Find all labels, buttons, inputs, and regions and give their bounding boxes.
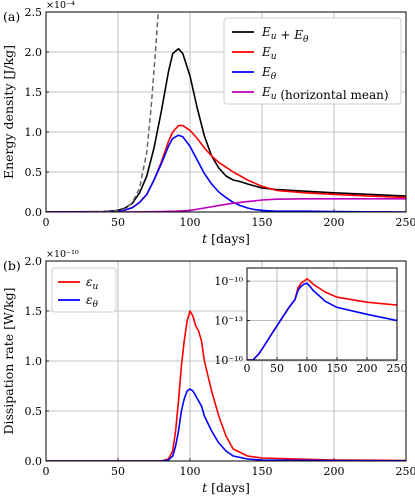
y-tick-label: 0.0: [25, 455, 43, 468]
y-tick-label: 1.0: [25, 355, 43, 368]
series-line-e-: [46, 134, 406, 212]
y-tick-label: 2.0: [25, 255, 43, 268]
legend-box: [51, 267, 117, 313]
x-tick-label: 0: [244, 362, 251, 375]
inset-background: [247, 268, 397, 360]
plot-frame: [45, 11, 407, 213]
x-axis-label: t [days]: [202, 480, 250, 495]
panel-a: 0 50 100 150 200 250 0.0 0.5 1.0 1.5 2.0 2.5 t [days…: [1, 0, 415, 246]
legend-label: Eθ: [261, 65, 277, 82]
series-line-dashed-fit: [89, 12, 160, 212]
x-tick-label: 200: [324, 465, 345, 478]
y-tick-label: 10⁻¹³: [214, 315, 243, 328]
y-tick-label: 10⁻¹⁰: [214, 275, 243, 288]
x-axis-label: t [days]: [202, 231, 250, 246]
legend-label: Eu: [261, 45, 277, 62]
x-tick-label: 150: [252, 465, 273, 478]
series-group: [247, 278, 397, 360]
y-tick-label: 1.5: [25, 305, 43, 318]
panel-label: (b): [3, 258, 21, 273]
x-tick-label: 100: [180, 465, 201, 478]
y-tick-label: 10⁻¹⁶: [214, 354, 243, 367]
legend-box: [223, 17, 402, 105]
legend-label: εu: [86, 275, 98, 292]
legend-label: εθ: [86, 293, 98, 310]
x-tick-label: 250: [396, 465, 415, 478]
x-tick-label: 50: [111, 465, 125, 478]
x-tick-label: 100: [297, 362, 318, 375]
x-tick-label: 150: [252, 216, 273, 229]
x-tick-label: 250: [387, 362, 408, 375]
series-line--: [46, 388, 406, 461]
y-axis-multiplier: ×10⁻¹⁰: [46, 249, 79, 260]
y-axis-multiplier: ×10⁻⁴: [46, 0, 75, 11]
series-group: [46, 310, 406, 461]
x-tick-label: 0: [43, 216, 50, 229]
y-tick-label: 2.0: [25, 46, 43, 59]
y-tick-label: 0.0: [25, 206, 43, 219]
y-tick-label: 1.5: [25, 86, 43, 99]
y-tick-label: 1.0: [25, 126, 43, 139]
legend-label: Eu (horizontal mean): [261, 85, 389, 102]
x-tick-label: 0: [43, 465, 50, 478]
x-tick-label: 250: [396, 216, 415, 229]
inset: 0 50 100 150 200 250 10⁻¹⁶ 10⁻¹³ 10⁻¹⁰: [214, 267, 408, 375]
series-line-e-u-horizontal-mean-: [46, 198, 406, 212]
x-tick-label: 50: [111, 216, 125, 229]
panel-label: (a): [3, 9, 20, 24]
y-axis-label: Energy density [J/kg]: [1, 45, 16, 179]
x-tick-label: 150: [327, 362, 348, 375]
legend-label: Eu + Eθ: [261, 25, 309, 45]
y-axis-label: Dissipation rate [W/kg]: [1, 287, 16, 434]
series-line-e-u-e-: [46, 48, 406, 212]
x-tick-label: 200: [357, 362, 378, 375]
plot-frame: [45, 260, 407, 462]
series-line--u: [46, 310, 406, 461]
x-tick-label: 50: [270, 362, 284, 375]
y-tick-label: 2.5: [25, 6, 43, 19]
series-line--: [247, 282, 397, 360]
plot-frame: [246, 267, 398, 361]
x-tick-label: 100: [180, 216, 201, 229]
x-tick-label: 200: [324, 216, 345, 229]
y-tick-label: 0.5: [25, 166, 43, 179]
y-tick-label: 0.5: [25, 405, 43, 418]
